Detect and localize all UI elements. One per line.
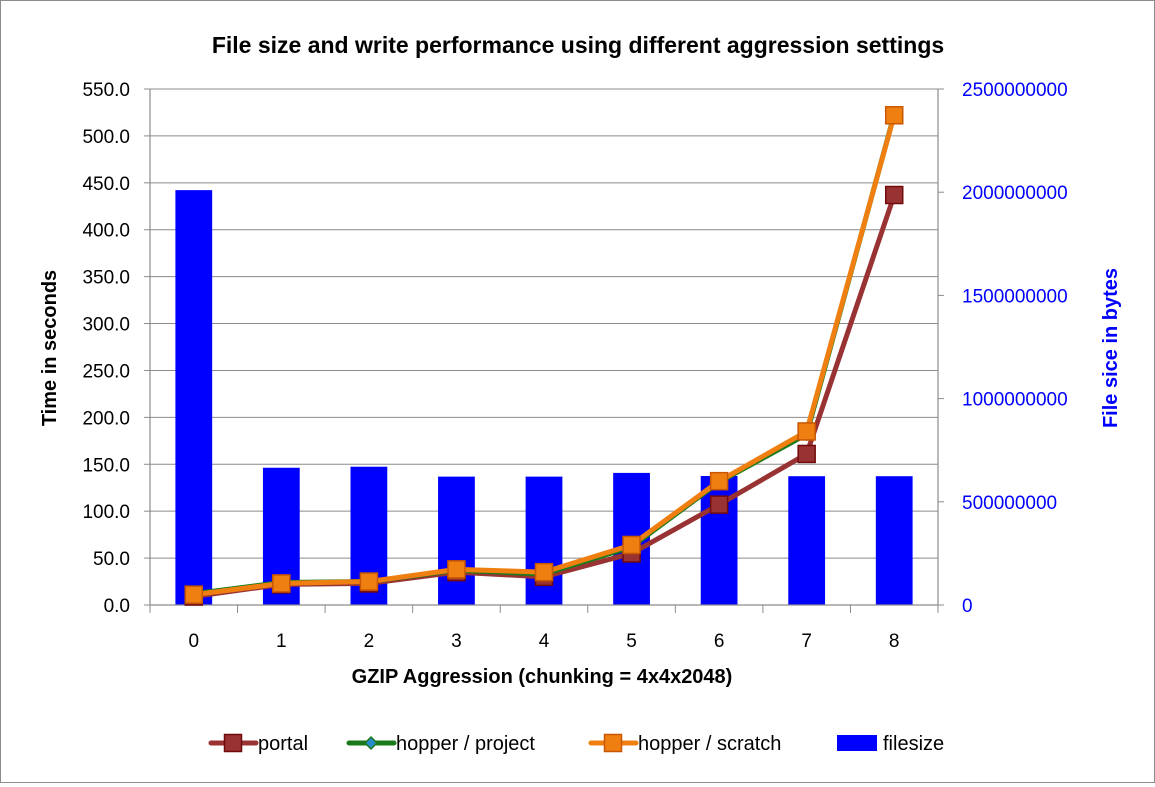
y-tick-label: 250.0 bbox=[82, 361, 130, 382]
y-tick-label: 350.0 bbox=[82, 268, 130, 289]
y2-axis-title: File sice in bytes bbox=[1100, 268, 1122, 428]
point-portal bbox=[884, 185, 904, 205]
point-hopper-scratch bbox=[709, 471, 729, 491]
x-tick-label: 1 bbox=[276, 631, 287, 652]
bar-filesize bbox=[438, 476, 475, 605]
legend: portal hopper / project hopper / scratch fi… bbox=[208, 733, 944, 755]
x-tick-label: 7 bbox=[801, 631, 812, 652]
bar-filesize bbox=[788, 476, 826, 605]
y-tick-label: 400.0 bbox=[82, 221, 130, 242]
legend-label-hopper-project: hopper / project bbox=[396, 733, 535, 755]
point-portal bbox=[709, 495, 729, 514]
x-tick-label: 8 bbox=[889, 631, 900, 652]
y2-tick-label: 1000000000 bbox=[962, 390, 1068, 411]
y-tick-label: 100.0 bbox=[82, 502, 130, 523]
x-tick-label: 2 bbox=[364, 631, 375, 652]
point-hopper-scratch bbox=[447, 560, 466, 579]
y2-tick-label: 2000000000 bbox=[962, 183, 1068, 204]
legend-label-portal: portal bbox=[258, 733, 308, 755]
y-tick-label: 300.0 bbox=[82, 315, 130, 336]
point-hopper-scratch bbox=[184, 585, 204, 604]
x-tick-label: 3 bbox=[451, 631, 462, 652]
point-hopper-scratch bbox=[622, 535, 641, 555]
point-hopper-scratch bbox=[884, 106, 904, 125]
x-tick-label: 6 bbox=[714, 631, 725, 652]
y-tick-label: 150.0 bbox=[82, 455, 130, 476]
plot-layer: 0.050.0100.0150.0200.0250.0300.0350.0400… bbox=[82, 80, 1067, 652]
x-tick-label: 5 bbox=[626, 631, 637, 652]
y-tick-label: 200.0 bbox=[82, 408, 130, 429]
y2-tick-label: 500000000 bbox=[962, 493, 1057, 514]
legend-marker-hopper-scratch bbox=[603, 733, 623, 753]
legend-label-hopper-scratch: hopper / scratch bbox=[638, 733, 781, 755]
y-tick-label: 0.0 bbox=[104, 596, 130, 617]
y-axis-title: Time in seconds bbox=[39, 270, 61, 426]
bar-filesize bbox=[875, 476, 913, 605]
y-tick-label: 50.0 bbox=[93, 549, 130, 570]
y2-tick-label: 0 bbox=[962, 596, 973, 617]
point-hopper-scratch bbox=[534, 562, 554, 582]
point-hopper-scratch bbox=[272, 574, 291, 593]
point-portal bbox=[797, 444, 816, 464]
chart-title: File size and write performance using di… bbox=[212, 32, 944, 58]
x-tick-label: 4 bbox=[539, 631, 550, 652]
y-tick-label: 450.0 bbox=[82, 174, 130, 195]
legend-label-filesize: filesize bbox=[883, 733, 944, 755]
y2-tick-label: 1500000000 bbox=[962, 286, 1068, 307]
legend-swatch-filesize bbox=[837, 735, 877, 751]
point-hopper-scratch bbox=[797, 422, 816, 441]
bar-filesize bbox=[175, 190, 213, 606]
legend-marker-hopper-project bbox=[363, 735, 379, 751]
x-tick-label: 0 bbox=[188, 631, 199, 652]
y2-tick-label: 2500000000 bbox=[962, 80, 1068, 101]
y-tick-label: 500.0 bbox=[82, 127, 130, 148]
x-axis-title: GZIP Aggression (chunking = 4x4x2048) bbox=[352, 666, 733, 688]
y-tick-label: 550.0 bbox=[82, 80, 130, 101]
point-hopper-scratch bbox=[359, 572, 379, 591]
legend-marker-portal bbox=[223, 733, 243, 753]
